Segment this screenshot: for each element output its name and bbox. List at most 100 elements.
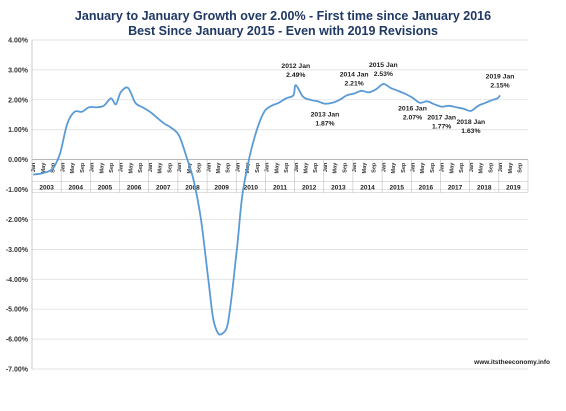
x-year-label: 2004 — [69, 185, 84, 192]
chart-title-line-1: January to January Growth over 2.00% - F… — [75, 9, 491, 23]
annotation-value: 1.77% — [432, 124, 451, 131]
x-month-tick-label: May — [508, 162, 514, 174]
x-year-label: 2007 — [156, 185, 171, 192]
x-month-tick-label: May — [70, 162, 76, 174]
annotation-value: 2.49% — [286, 72, 305, 79]
x-month-tick-label: Jan — [265, 162, 271, 172]
x-year-label: 2019 — [506, 185, 521, 192]
y-tick-label: -4.00% — [6, 277, 29, 284]
x-month-tick-label: Jan — [177, 162, 183, 172]
x-month-tick-label: Sep — [488, 162, 494, 173]
annotation-value: 1.87% — [315, 121, 334, 128]
x-month-tick-label: Sep — [430, 162, 436, 173]
annotation-value: 2.53% — [374, 71, 393, 78]
y-tick-label: -3.00% — [6, 247, 29, 254]
y-tick-label: 3.00% — [8, 67, 29, 74]
y-tick-label: -1.00% — [6, 187, 29, 194]
x-month-tick-label: May — [391, 162, 397, 174]
annotations-layer: 2012 Jan 2.49% 2013 Jan 1.87% 2014 Jan 2.21% 2… — [281, 62, 514, 135]
x-month-tick-label: Sep — [517, 162, 523, 173]
x-month-tick-label: Sep — [80, 162, 86, 173]
annotation-value: 2.21% — [345, 81, 364, 88]
x-month-tick-label: Jan — [381, 162, 387, 172]
y-tick-label: 0.00% — [8, 157, 29, 164]
x-month-tick-label: May — [362, 162, 368, 174]
annotation-label: 2012 Jan — [281, 63, 310, 70]
x-month-tick-label: Jan — [31, 162, 37, 172]
x-month-tick-label: Sep — [284, 162, 290, 173]
source-credit: www.itstheeconomy.info — [473, 359, 550, 366]
annotation-label: 2016 Jan — [398, 106, 427, 113]
x-year-label: 2011 — [273, 185, 287, 192]
x-year-label: 2005 — [98, 185, 113, 192]
x-month-tick-label: May — [158, 162, 164, 174]
annotation-value: 2.15% — [490, 82, 509, 89]
x-month-tick-label: May — [420, 162, 426, 174]
x-month-tick-label: Jan — [469, 162, 475, 172]
y-tick-label: 1.00% — [8, 127, 29, 134]
x-year-label: 2016 — [419, 185, 434, 192]
x-year-label: 2015 — [389, 185, 404, 192]
x-month-tick-label: Jan — [498, 162, 504, 172]
x-month-tick-label: Sep — [138, 162, 144, 173]
x-month-tick-label: Sep — [197, 162, 203, 173]
x-month-tick-label: May — [216, 162, 222, 174]
x-month-tick-label: Sep — [313, 162, 319, 173]
annotation-label: 2019 Jan — [486, 73, 515, 80]
x-month-tick-label: Jan — [119, 162, 125, 172]
x-month-tick-label: May — [128, 162, 134, 174]
annotation-label: 2015 Jan — [369, 62, 398, 69]
annotation-value: 2.07% — [403, 115, 422, 122]
x-month-tick-label: Sep — [401, 162, 407, 173]
y-tick-label: -2.00% — [6, 217, 29, 224]
x-month-tick-label: Sep — [372, 162, 378, 173]
x-month-tick-label: Sep — [226, 162, 232, 173]
x-month-tick-label: Jan — [440, 162, 446, 172]
x-month-tick-label: Jan — [90, 162, 96, 172]
chart-title-line-2: Best Since January 2015 - Even with 2019… — [128, 24, 438, 38]
y-axis: 4.00% 3.00% 2.00% 1.00% 0.00% -1.00% -2.00% -3.… — [6, 38, 33, 374]
x-year-label: 2013 — [331, 185, 346, 192]
x-month-tick-label: Jan — [148, 162, 154, 172]
y-tick-label: -7.00% — [6, 367, 29, 374]
x-month-tick-label: May — [333, 162, 339, 174]
annotation-label: 2014 Jan — [340, 72, 369, 79]
x-month-tick-label: May — [479, 162, 485, 174]
x-month-tick-label: Sep — [109, 162, 115, 173]
x-year-label: 2010 — [244, 185, 259, 192]
x-year-label: 2008 — [185, 185, 200, 192]
x-month-tick-label: Jan — [352, 162, 358, 172]
x-year-label: 2006 — [127, 185, 142, 192]
x-month-tick-label: Jan — [294, 162, 300, 172]
x-year-label: 2014 — [360, 185, 375, 192]
annotation-value: 1.63% — [461, 128, 480, 135]
annotation-label: 2013 Jan — [311, 112, 340, 119]
x-year-label: 2017 — [448, 185, 463, 192]
x-month-tick-label: Sep — [255, 162, 261, 173]
x-year-label: 2009 — [214, 185, 229, 192]
x-month-tick-label: Jan — [411, 162, 417, 172]
x-month-tick-label: Sep — [167, 162, 173, 173]
series-line — [33, 83, 501, 336]
x-month-tick-label: Jan — [60, 162, 66, 172]
y-tick-label: -5.00% — [6, 307, 29, 314]
x-month-tick-label: May — [41, 162, 47, 174]
x-month-tick-label: Jan — [235, 162, 241, 172]
x-year-label: 2003 — [39, 185, 54, 192]
x-month-tick-label: May — [99, 162, 105, 174]
y-tick-label: 4.00% — [8, 38, 29, 45]
annotation-label: 2017 Jan — [427, 115, 456, 122]
x-month-tick-label: May — [304, 162, 310, 174]
x-month-tick-label: Sep — [459, 162, 465, 173]
x-month-tick-label: Jan — [206, 162, 212, 172]
y-tick-label: -6.00% — [6, 337, 29, 344]
x-month-tick-label: May — [449, 162, 455, 174]
x-year-label: 2012 — [302, 185, 317, 192]
y-tick-label: 2.00% — [8, 97, 29, 104]
x-month-tick-label: Sep — [342, 162, 348, 173]
x-year-label: 2018 — [477, 185, 492, 192]
x-month-tick-label: May — [274, 162, 280, 174]
x-month-tick-label: Jan — [323, 162, 329, 172]
